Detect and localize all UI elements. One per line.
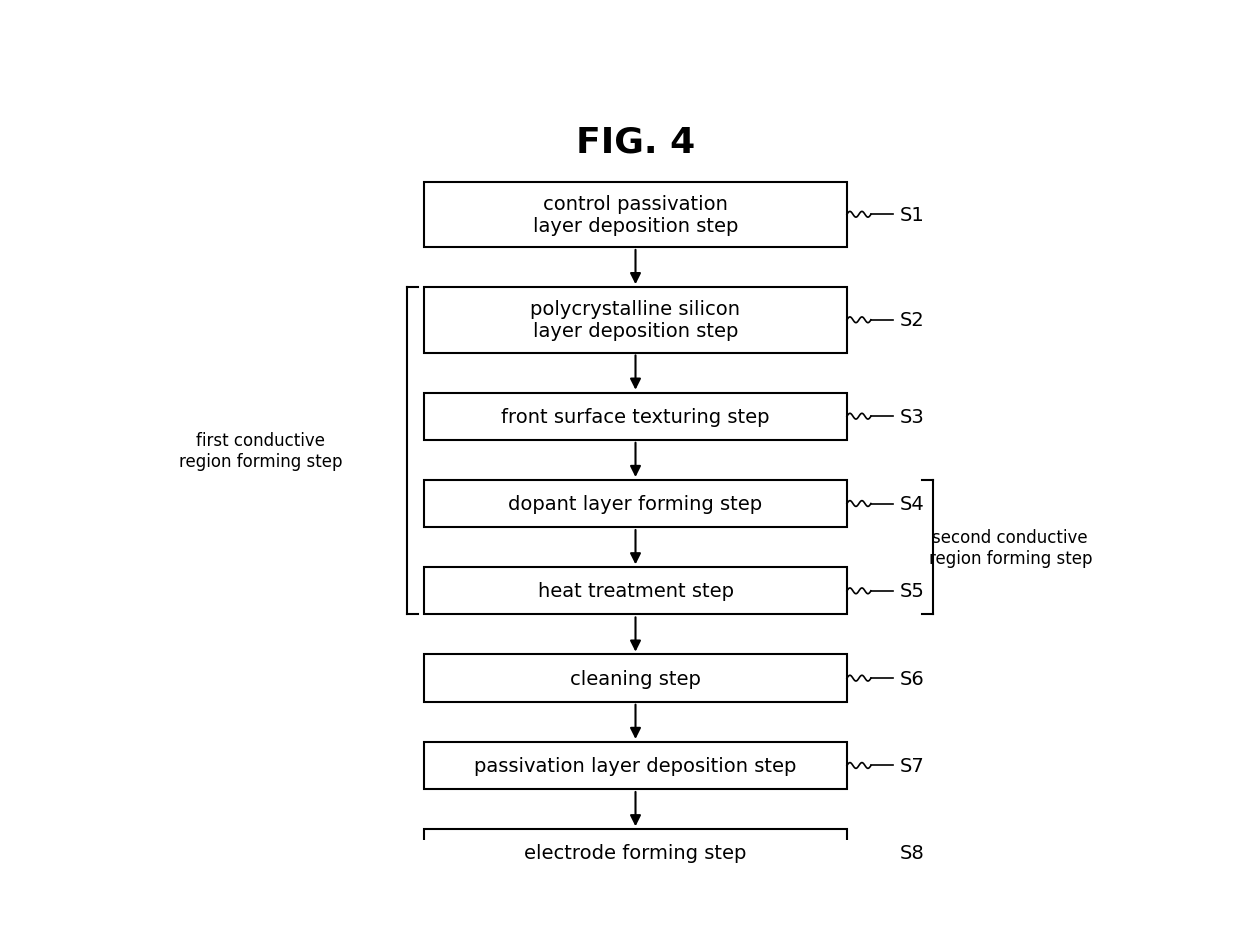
Text: front surface texturing step: front surface texturing step bbox=[501, 407, 770, 427]
Text: passivation layer deposition step: passivation layer deposition step bbox=[475, 756, 796, 775]
FancyBboxPatch shape bbox=[424, 288, 847, 353]
FancyBboxPatch shape bbox=[424, 742, 847, 789]
Text: second conductive
region forming step: second conductive region forming step bbox=[929, 529, 1092, 567]
Text: heat treatment step: heat treatment step bbox=[537, 582, 734, 600]
FancyBboxPatch shape bbox=[424, 829, 847, 876]
Text: S7: S7 bbox=[900, 756, 925, 775]
Text: electrode forming step: electrode forming step bbox=[525, 843, 746, 863]
Text: S3: S3 bbox=[900, 407, 925, 427]
Text: S4: S4 bbox=[900, 495, 925, 514]
Text: FIG. 4: FIG. 4 bbox=[575, 126, 696, 160]
Text: cleaning step: cleaning step bbox=[570, 669, 701, 688]
Text: S2: S2 bbox=[900, 311, 925, 330]
Text: S5: S5 bbox=[900, 582, 925, 600]
FancyBboxPatch shape bbox=[424, 393, 847, 440]
Text: S8: S8 bbox=[900, 843, 925, 863]
Text: polycrystalline silicon
layer deposition step: polycrystalline silicon layer deposition… bbox=[531, 300, 740, 341]
FancyBboxPatch shape bbox=[424, 480, 847, 528]
FancyBboxPatch shape bbox=[424, 182, 847, 247]
Text: first conductive
region forming step: first conductive region forming step bbox=[179, 432, 342, 471]
Text: control passivation
layer deposition step: control passivation layer deposition ste… bbox=[533, 194, 738, 235]
Text: dopant layer forming step: dopant layer forming step bbox=[508, 495, 763, 514]
Text: S6: S6 bbox=[900, 669, 925, 688]
Text: S1: S1 bbox=[900, 206, 925, 225]
FancyBboxPatch shape bbox=[424, 567, 847, 615]
FancyBboxPatch shape bbox=[424, 655, 847, 702]
